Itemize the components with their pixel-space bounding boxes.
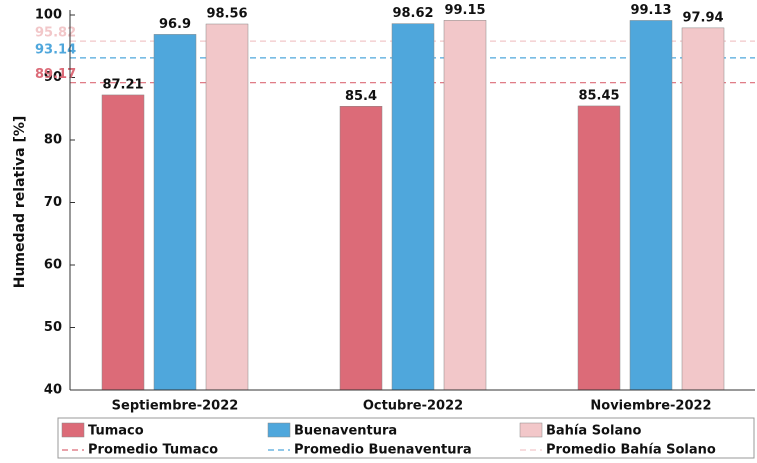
y-tick-label: 70 [44,195,62,210]
data-label: 87.21 [102,77,143,92]
y-axis-label: Humedad relativa [%] [12,116,28,289]
data-label: 97.94 [682,10,723,25]
reference-label: 89.17 [35,67,76,82]
legend-box [57,417,755,459]
data-label: 96.9 [159,17,191,32]
legend-label: Tumaco [88,424,144,439]
reference-label: 95.82 [35,26,76,41]
x-tick-label: Noviembre-2022 [590,399,711,414]
data-label: 98.62 [392,6,433,21]
bar [101,94,145,391]
x-tick-label: Octubre-2022 [363,399,463,414]
bar [577,105,621,391]
y-tick-label: 90 [44,70,62,85]
legend-label: Buenaventura [294,424,397,439]
legend-label: Promedio Buenaventura [294,443,472,458]
legend-label: Bahía Solano [546,424,641,439]
data-label: 85.4 [345,89,377,104]
legend-swatch [519,422,543,438]
legend-swatch [61,422,85,438]
data-label: 98.56 [206,7,247,22]
bar [443,20,487,391]
y-tick-label: 50 [44,320,62,335]
legend-swatch [267,422,291,438]
bar [153,34,197,391]
y-tick-label: 60 [44,258,62,273]
y-tick-label: 100 [35,8,62,23]
data-label: 99.13 [630,3,671,18]
bar [629,20,673,391]
bar [681,27,725,391]
y-tick-label: 40 [44,383,62,398]
y-tick-label: 80 [44,133,62,148]
data-label: 99.15 [444,3,485,18]
legend-label: Promedio Bahía Solano [546,443,716,458]
bar [205,23,249,391]
data-label: 85.45 [578,88,619,103]
legend-label: Promedio Tumaco [88,443,218,458]
bar [339,106,383,391]
reference-label: 93.14 [35,42,76,57]
bar [391,23,435,391]
x-tick-label: Septiembre-2022 [112,399,239,414]
